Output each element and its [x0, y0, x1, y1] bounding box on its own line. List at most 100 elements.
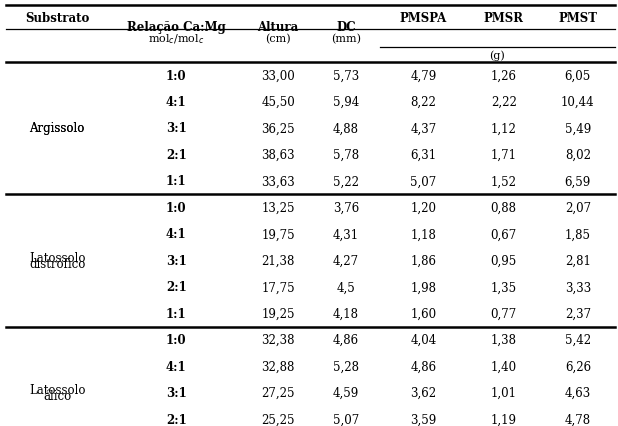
- Text: 0,95: 0,95: [491, 254, 517, 267]
- Text: 2:1: 2:1: [166, 413, 187, 426]
- Text: 5,94: 5,94: [333, 96, 359, 109]
- Text: 1:1: 1:1: [166, 175, 187, 188]
- Text: 2,07: 2,07: [565, 201, 591, 214]
- Text: 21,38: 21,38: [261, 254, 295, 267]
- Text: 38,63: 38,63: [261, 149, 295, 161]
- Text: 17,75: 17,75: [261, 281, 295, 294]
- Text: 8,22: 8,22: [410, 96, 436, 109]
- Text: 4,79: 4,79: [410, 69, 436, 82]
- Text: 1:0: 1:0: [166, 334, 187, 346]
- Text: 0,88: 0,88: [491, 201, 517, 214]
- Text: 1,71: 1,71: [491, 149, 517, 161]
- Text: 1,18: 1,18: [410, 228, 436, 241]
- Text: 27,25: 27,25: [261, 386, 295, 399]
- Text: 5,78: 5,78: [333, 149, 359, 161]
- Text: (cm): (cm): [265, 34, 291, 44]
- Text: 6,05: 6,05: [565, 69, 591, 82]
- Text: 4,04: 4,04: [410, 334, 436, 346]
- Text: 4,63: 4,63: [565, 386, 591, 399]
- Text: 6,31: 6,31: [410, 149, 436, 161]
- Text: 3:1: 3:1: [166, 386, 187, 399]
- Text: 1,20: 1,20: [410, 201, 436, 214]
- Text: 0,67: 0,67: [491, 228, 517, 241]
- Text: 1,26: 1,26: [491, 69, 517, 82]
- Text: 19,25: 19,25: [261, 307, 295, 320]
- Text: 1,01: 1,01: [491, 386, 517, 399]
- Text: 4,31: 4,31: [333, 228, 359, 241]
- Text: 5,49: 5,49: [565, 122, 591, 135]
- Text: álico: álico: [43, 389, 71, 403]
- Text: 5,28: 5,28: [333, 360, 359, 373]
- Text: 4:1: 4:1: [166, 228, 187, 241]
- Text: 4,59: 4,59: [333, 386, 359, 399]
- Text: 19,75: 19,75: [261, 228, 295, 241]
- Text: (g): (g): [489, 50, 506, 60]
- Text: 3,76: 3,76: [333, 201, 359, 214]
- Text: Relação Ca:Mg: Relação Ca:Mg: [127, 20, 226, 34]
- Text: 2,37: 2,37: [565, 307, 591, 320]
- Text: 3:1: 3:1: [166, 254, 187, 267]
- Text: DC: DC: [336, 20, 356, 34]
- Text: 45,50: 45,50: [261, 96, 295, 109]
- Text: 32,88: 32,88: [261, 360, 295, 373]
- Text: 2:1: 2:1: [166, 281, 187, 294]
- Text: distrófico: distrófico: [29, 257, 85, 271]
- Text: 5,22: 5,22: [333, 175, 359, 188]
- Text: Latossolo: Latossolo: [29, 383, 85, 396]
- Text: 3,33: 3,33: [565, 281, 591, 294]
- Text: 4,86: 4,86: [410, 360, 436, 373]
- Text: 4,78: 4,78: [565, 413, 591, 426]
- Text: 5,42: 5,42: [565, 334, 591, 346]
- Text: 5,07: 5,07: [333, 413, 359, 426]
- Text: 1,40: 1,40: [491, 360, 517, 373]
- Text: 6,26: 6,26: [565, 360, 591, 373]
- Text: 1:0: 1:0: [166, 201, 187, 214]
- Text: 4,88: 4,88: [333, 122, 359, 135]
- Text: 2,81: 2,81: [565, 254, 591, 267]
- Text: Altura: Altura: [258, 20, 298, 34]
- Text: PMSR: PMSR: [484, 12, 523, 25]
- Text: 1:0: 1:0: [166, 69, 187, 82]
- Text: 8,02: 8,02: [565, 149, 591, 161]
- Text: 13,25: 13,25: [261, 201, 295, 214]
- Text: 4,18: 4,18: [333, 307, 359, 320]
- Text: PMSPA: PMSPA: [400, 12, 447, 25]
- Text: 32,38: 32,38: [261, 334, 295, 346]
- Text: Latossolo: Latossolo: [29, 251, 85, 264]
- Text: 4:1: 4:1: [166, 360, 187, 373]
- Text: 1,38: 1,38: [491, 334, 517, 346]
- Text: 4:1: 4:1: [166, 96, 187, 109]
- Text: 3:1: 3:1: [166, 122, 187, 135]
- Text: 36,25: 36,25: [261, 122, 295, 135]
- Text: 10,44: 10,44: [561, 96, 595, 109]
- Text: 1,52: 1,52: [491, 175, 517, 188]
- Text: 1,35: 1,35: [491, 281, 517, 294]
- Text: 33,00: 33,00: [261, 69, 295, 82]
- Text: Substrato: Substrato: [25, 12, 90, 25]
- Text: 4,27: 4,27: [333, 254, 359, 267]
- Text: 1,86: 1,86: [410, 254, 436, 267]
- Text: 4,86: 4,86: [333, 334, 359, 346]
- Text: 6,59: 6,59: [565, 175, 591, 188]
- Text: Argissolo: Argissolo: [30, 122, 85, 135]
- Text: 25,25: 25,25: [261, 413, 295, 426]
- Text: (mm): (mm): [331, 34, 361, 44]
- Text: 1,85: 1,85: [565, 228, 591, 241]
- Text: 5,07: 5,07: [410, 175, 436, 188]
- Text: 1:1: 1:1: [166, 307, 187, 320]
- Text: Argissolo: Argissolo: [30, 122, 85, 135]
- Text: 5,73: 5,73: [333, 69, 359, 82]
- Text: 1,60: 1,60: [410, 307, 436, 320]
- Text: PMST: PMST: [558, 12, 598, 25]
- Text: 2:1: 2:1: [166, 149, 187, 161]
- Text: 3,62: 3,62: [410, 386, 436, 399]
- Text: 2,22: 2,22: [491, 96, 517, 109]
- Text: 3,59: 3,59: [410, 413, 436, 426]
- Text: 4,37: 4,37: [410, 122, 436, 135]
- Text: 0,77: 0,77: [491, 307, 517, 320]
- Text: 4,5: 4,5: [337, 281, 355, 294]
- Text: 1,19: 1,19: [491, 413, 517, 426]
- Text: 1,12: 1,12: [491, 122, 517, 135]
- Text: 1,98: 1,98: [410, 281, 436, 294]
- Text: 33,63: 33,63: [261, 175, 295, 188]
